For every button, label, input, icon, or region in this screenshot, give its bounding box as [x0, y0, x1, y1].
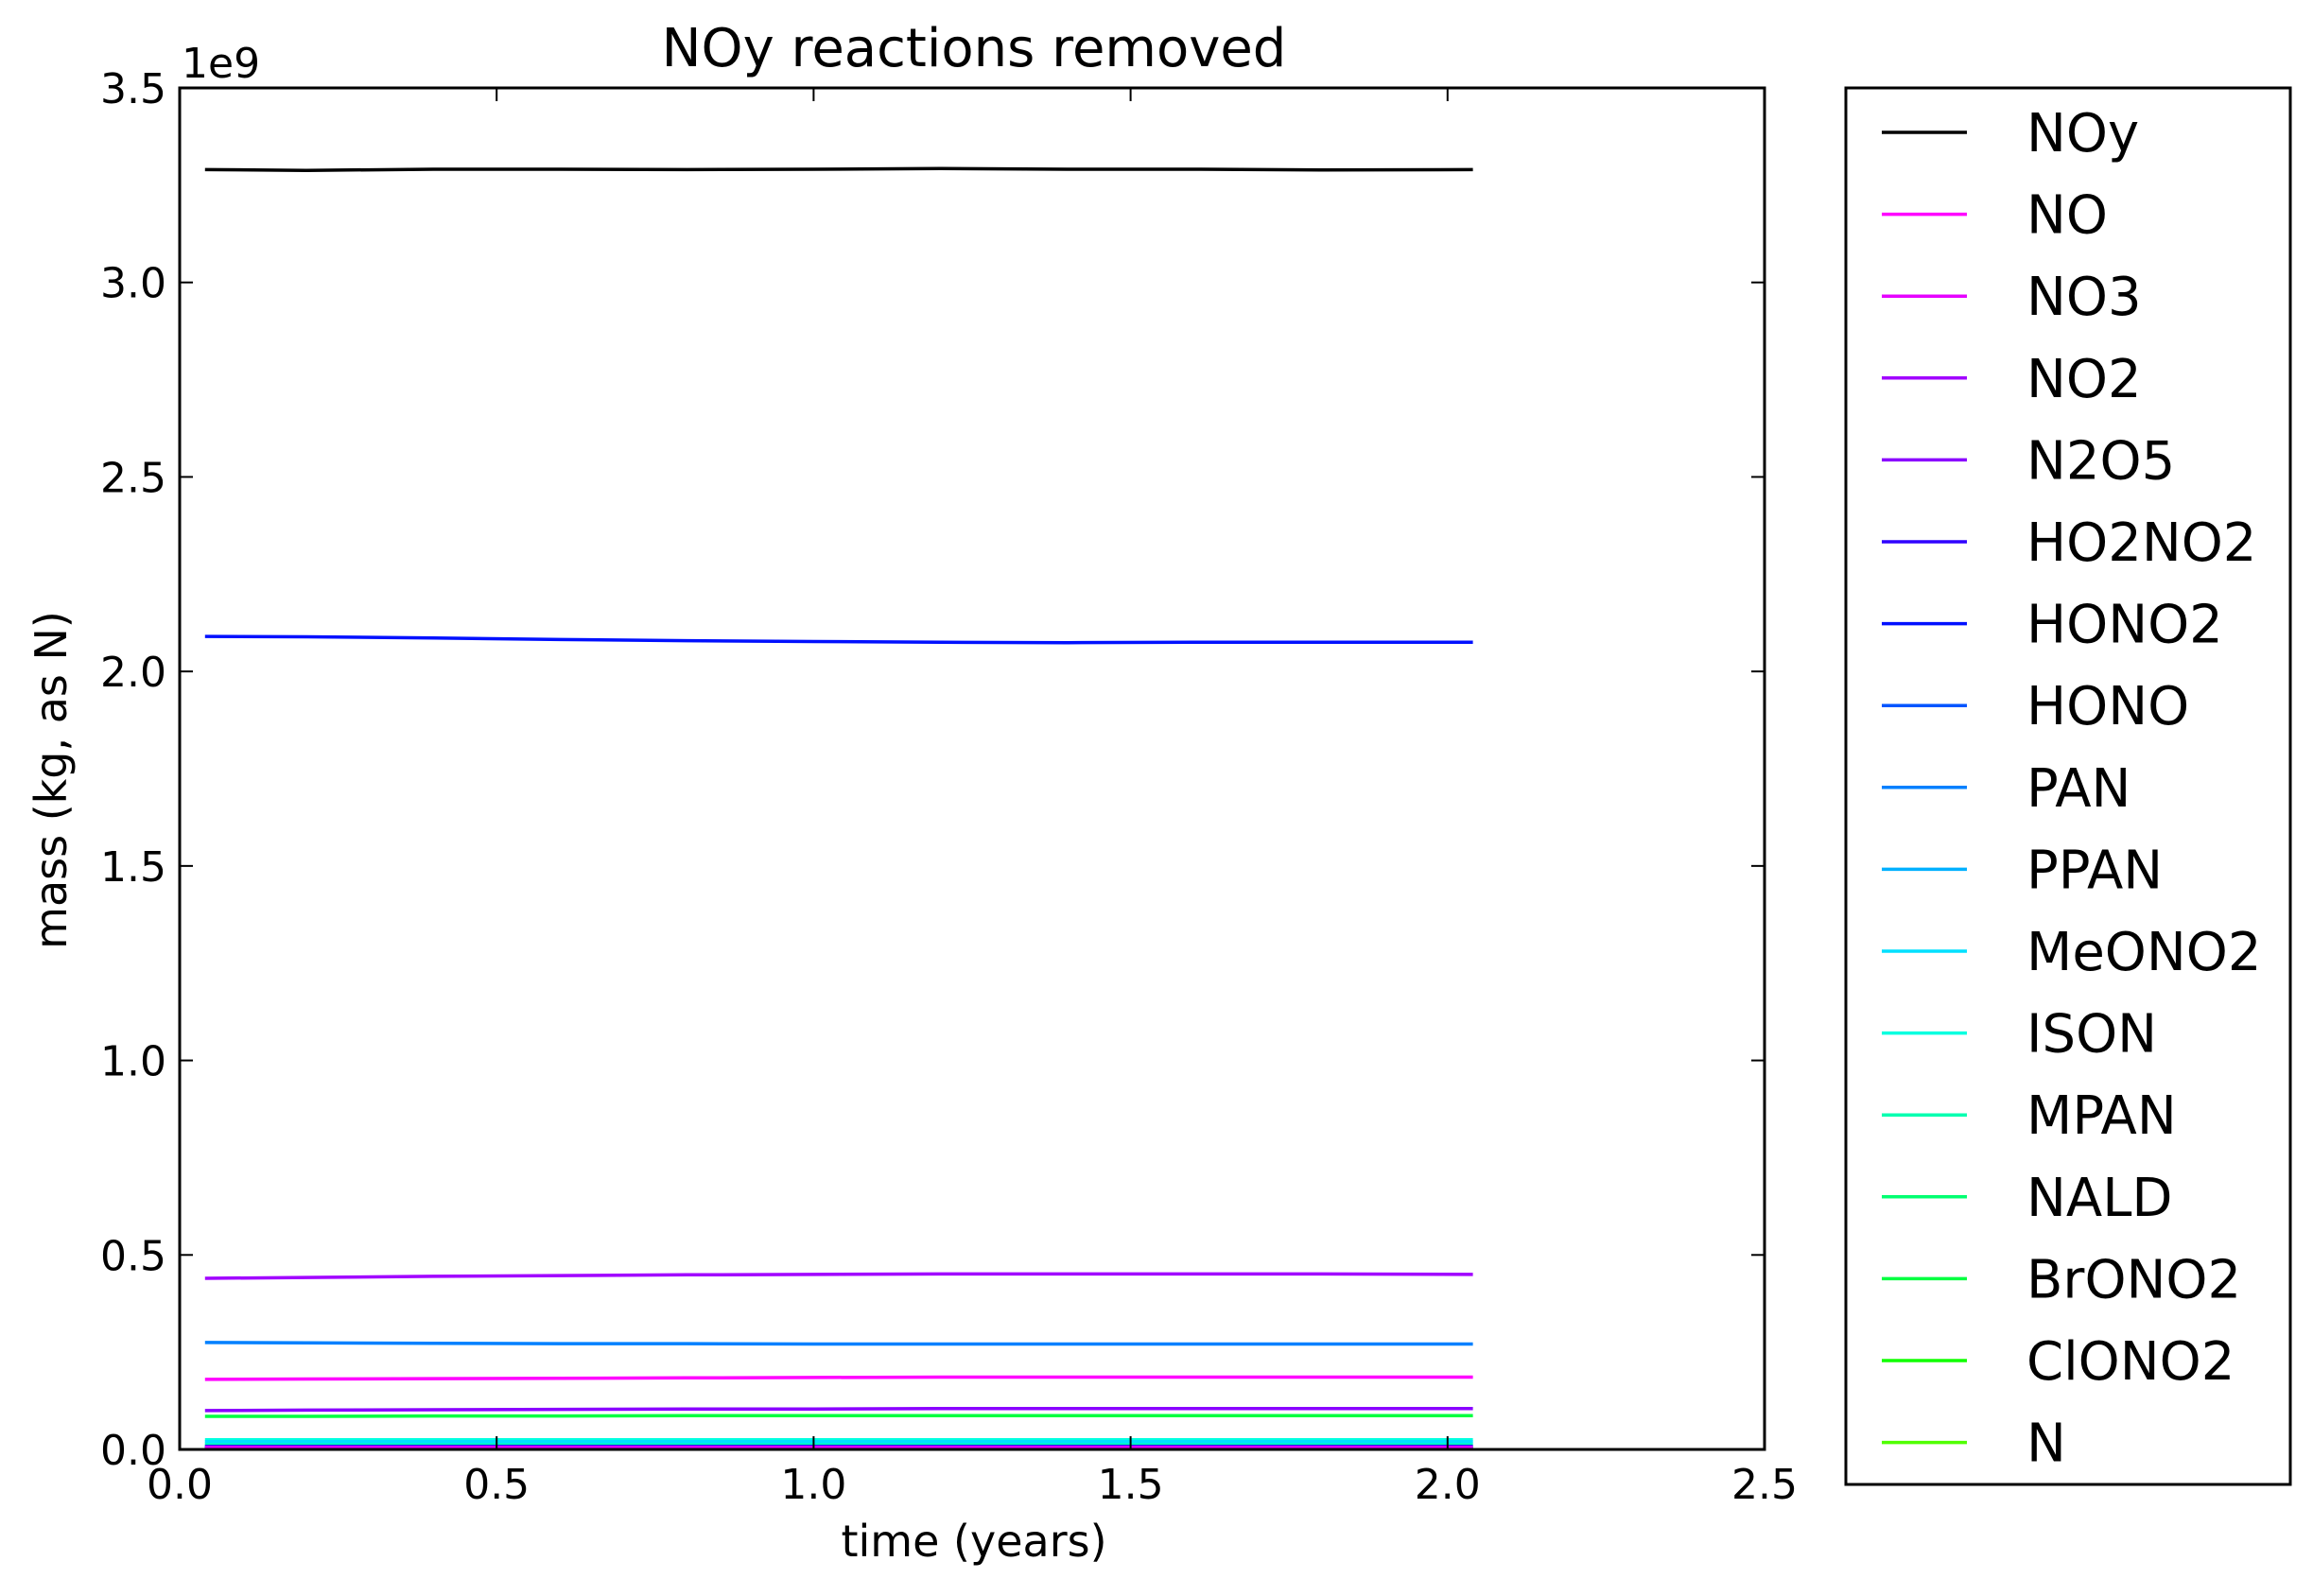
x-tick-label: 2.5: [1731, 1461, 1798, 1509]
series-line-brono2: [204, 1414, 1473, 1418]
legend-label-ho2no2: HO2NO2: [2026, 512, 2256, 574]
legend-label-brono2: BrONO2: [2026, 1249, 2241, 1310]
y-tick-label: 3.0: [100, 260, 166, 308]
y-tick-label: 0.0: [100, 1427, 166, 1475]
x-tick-label: 0.5: [463, 1461, 530, 1509]
legend-label-pan: PAN: [2026, 758, 2130, 820]
x-tick-label: 1.5: [1098, 1461, 1164, 1509]
legend-label-ison: ISON: [2026, 1004, 2157, 1066]
y-offset-label: 1e9: [182, 40, 260, 88]
legend-label-no2: NO2: [2026, 349, 2142, 410]
legend-label-clono2: ClONO2: [2026, 1331, 2235, 1393]
plot-area: 0.0 0.5 1.0 1.5 2.0 2.5 0.0 0.5 1.0 1.5 2.0 2.5 3.0 3…: [100, 65, 1798, 1509]
series-line-no2: [204, 1272, 1473, 1280]
legend-frame: [1844, 86, 2292, 1486]
y-tick-label: 0.5: [100, 1232, 166, 1280]
legend-label-n: N: [2026, 1414, 2066, 1475]
x-tick-label: 1.0: [780, 1461, 846, 1509]
y-tick-label: 3.5: [100, 65, 166, 113]
axes-frame: [178, 86, 1766, 1451]
legend-label-ppan: PPAN: [2026, 840, 2163, 901]
legend-label-mpan: MPAN: [2026, 1085, 2177, 1147]
y-tick-label: 1.0: [100, 1038, 166, 1086]
legend-label-n2o5: N2O5: [2026, 430, 2175, 492]
x-axis-label: time (years): [841, 1516, 1106, 1567]
legend-label-meono2: MeONO2: [2026, 922, 2261, 983]
x-tick-label: 2.0: [1415, 1461, 1481, 1509]
legend-label-noy: NOy: [2026, 103, 2139, 165]
series-line-n2o5: [204, 1407, 1473, 1413]
series-line-noy: [204, 166, 1473, 172]
legend: NOy NO NO3 NO2 N2O5 HO2NO2 HONO2 HONO PAN PPAN MeO…: [1844, 86, 2292, 1486]
series-line-hono2: [204, 634, 1473, 645]
y-tick-label: 2.5: [100, 454, 166, 502]
y-tick-label: 2.0: [100, 649, 166, 697]
series-line-no: [204, 1375, 1473, 1381]
legend-label-no: NO: [2026, 185, 2108, 247]
y-tick-label: 1.5: [100, 843, 166, 892]
chart-title: NOy reactions removed: [662, 18, 1287, 79]
legend-label-hono2: HONO2: [2026, 595, 2223, 656]
x-tick-label: 0.0: [147, 1461, 213, 1509]
series-line-pan: [204, 1341, 1473, 1346]
y-axis-label: mass (kg, as N): [26, 611, 77, 949]
legend-label-no3: NO3: [2026, 267, 2142, 328]
legend-label-nald: NALD: [2026, 1168, 2173, 1229]
legend-label-hono: HONO: [2026, 676, 2189, 737]
